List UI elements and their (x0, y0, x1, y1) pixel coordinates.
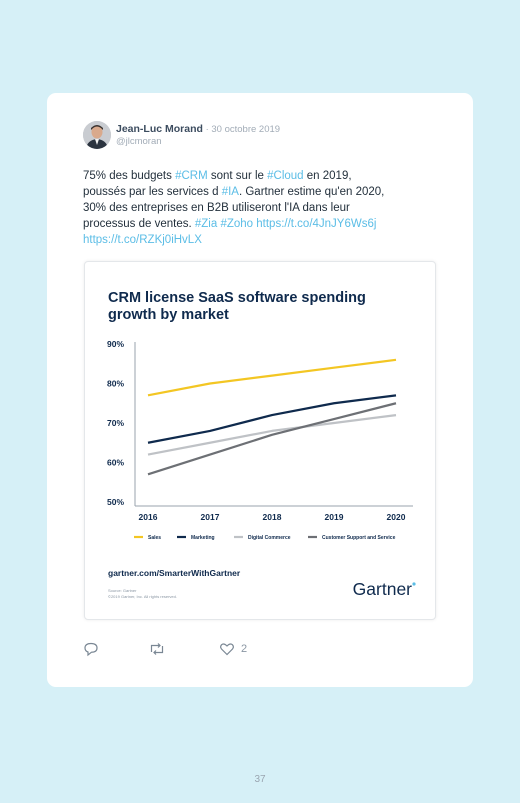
y-tick-label: 70% (107, 418, 124, 428)
tweet-text-segment: en 2019, (303, 170, 352, 182)
legend-label: Customer Support and Service (322, 535, 396, 541)
y-tick-label: 80% (107, 379, 124, 389)
url-link[interactable]: https://t.co/RZKj0iHvLX (83, 234, 202, 246)
series-line-3 (147, 402, 397, 476)
logo-dot-icon (412, 582, 416, 586)
copyright-line: ©2019 Gartner, Inc. All rights reserved. (108, 594, 177, 599)
series-line-0 (147, 358, 397, 397)
avatar[interactable] (83, 121, 111, 149)
tweet-text-segment: . Gartner estime qu'en 2020, (238, 186, 385, 198)
url-link[interactable]: https://t.co/4JnJY6Ws6j (256, 218, 377, 230)
chart-title-line-2: growth by market (108, 307, 229, 323)
author-line: Jean-Luc Morand · 30 octobre 2019 (116, 123, 280, 136)
hashtag-link[interactable]: #IA (221, 186, 239, 198)
x-tick-label: 2016 (139, 512, 158, 522)
author-name[interactable]: Jean-Luc Morand (116, 123, 203, 135)
x-tick-label: 2019 (325, 512, 344, 522)
x-tick-label: 2018 (263, 512, 282, 522)
chart: CRM license SaaS software spending growt… (107, 290, 416, 599)
tweet-text: 75% des budgets #CRM sont sur le #Cloud … (83, 168, 443, 248)
reply-icon[interactable] (83, 641, 99, 657)
chart-title-line-1: CRM license SaaS software spending (108, 290, 366, 306)
x-tick-label: 2020 (387, 512, 406, 522)
hashtag-link[interactable]: #Zoho (220, 218, 254, 230)
avatar-photo-icon (83, 121, 111, 149)
y-tick-label: 60% (107, 458, 124, 468)
tweet-card: Jean-Luc Morand · 30 octobre 2019 @jlcmo… (47, 93, 473, 687)
series-line-1 (147, 394, 397, 444)
tweet-actions: 2 (83, 641, 283, 661)
x-tick-label: 2017 (201, 512, 220, 522)
tweet-text-segment: processus de ventes. (83, 218, 195, 230)
tweet-line: 30% des entreprises en B2B utiliseront l… (83, 200, 443, 216)
embedded-image[interactable]: CRM license SaaS software spending growt… (84, 261, 436, 620)
legend-label: Digital Commerce (248, 535, 291, 541)
tweet-line: processus de ventes. #Zia #Zoho https://… (83, 216, 443, 232)
series-line-2 (147, 414, 397, 456)
tweet-line: 75% des budgets #CRM sont sur le #Cloud … (83, 168, 443, 184)
footer-url: gartner.com/SmarterWithGartner (108, 568, 241, 578)
tweet-line: https://t.co/RZKj0iHvLX (83, 232, 443, 248)
hashtag-link[interactable]: #CRM (175, 170, 208, 182)
tweet-text-segment: sont sur le (207, 170, 268, 182)
hashtag-link[interactable]: #Cloud (267, 170, 304, 182)
legend-label: Marketing (191, 535, 215, 541)
tweet-line: poussés par les services d #IA. Gartner … (83, 184, 443, 200)
tweet-text-segment: poussés par les services d (83, 186, 222, 198)
tweet-text-segment: 30% des entreprises en B2B utiliseront l… (83, 202, 350, 214)
like-count: 2 (241, 643, 248, 655)
y-tick-label: 90% (107, 339, 124, 349)
tweet-text-segment: 75% des budgets (83, 170, 176, 182)
author-handle[interactable]: @jlcmoran (116, 136, 162, 147)
post-date[interactable]: · 30 octobre 2019 (202, 124, 281, 135)
heart-icon[interactable] (219, 641, 235, 657)
page-number: 37 (254, 774, 266, 785)
source-line: Source: Gartner (108, 588, 137, 593)
y-tick-label: 50% (107, 497, 124, 507)
legend-label: Sales (148, 535, 161, 541)
gartner-logo: Gartner (353, 579, 412, 599)
retweet-icon[interactable] (148, 641, 166, 657)
hashtag-link[interactable]: #Zia (194, 218, 218, 230)
